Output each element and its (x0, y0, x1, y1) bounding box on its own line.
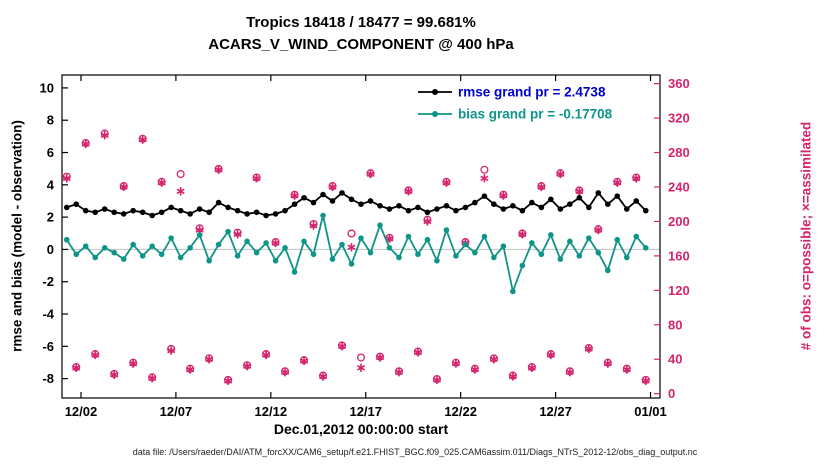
tick-label: 40 (668, 352, 682, 367)
tick-label: 120 (668, 283, 690, 298)
right-axis-label: # of obs: o=possible; ×=assimilated (798, 121, 814, 351)
tick-label: 12/17 (349, 404, 382, 419)
tick-label: 10 (40, 80, 54, 95)
tick-label: 160 (668, 248, 690, 263)
tick-label: 360 (668, 76, 690, 91)
x-axis-ticks: 12/02 12/07 12/12 12/17 12/22 12/27 01/01 (65, 75, 667, 419)
tick-label: 200 (668, 214, 690, 229)
tick-label: 240 (668, 179, 690, 194)
tick-label: 12/27 (539, 404, 572, 419)
left-axis-ticks: -8 -6 -4 -2 0 2 4 6 8 10 (40, 80, 68, 386)
tick-label: 2 (47, 210, 54, 225)
tick-label: 0 (668, 386, 675, 401)
legend-item-label: rmse grand pr = 2.4738 (458, 85, 606, 100)
plot-box (61, 74, 661, 399)
tick-label: 6 (47, 145, 54, 160)
chart-title: Tropics 18418 / 18477 = 99.681% (246, 14, 476, 31)
tick-label: -6 (42, 339, 54, 354)
chart-subtitle: ACARS_V_WIND_COMPONENT @ 400 hPa (208, 36, 514, 53)
tick-label: -8 (42, 371, 54, 386)
tick-label: 12/02 (65, 404, 98, 419)
tick-label: 12/22 (444, 404, 477, 419)
tick-label: 280 (668, 145, 690, 160)
obs-assimilated-markers (62, 131, 650, 385)
legend: rmse grand pr = 2.4738 bias grand pr = -0… (418, 85, 613, 122)
tick-label: 01/01 (634, 404, 667, 419)
bias-series (63, 212, 649, 295)
data-file-note: data file: /Users/raeder/DAI/ATM_forcXX/… (132, 447, 698, 457)
tick-label: -4 (42, 307, 54, 322)
tick-label: 320 (668, 111, 690, 126)
right-axis-ticks: 0 40 80 120 160 200 240 280 320 360 (654, 76, 690, 401)
tick-label: 4 (47, 177, 55, 192)
legend-item-label: bias grand pr = -0.17708 (458, 107, 613, 122)
tick-label: 12/12 (255, 404, 288, 419)
tick-label: 80 (668, 317, 682, 332)
tick-label: 8 (47, 113, 54, 128)
tick-label: 12/07 (160, 404, 193, 419)
tick-label: -2 (42, 274, 54, 289)
tick-label: 0 (47, 242, 54, 257)
x-axis-label: Dec.01,2012 00:00:00 start (273, 421, 449, 437)
left-axis-label: rmse and bias (model - observation) (9, 120, 25, 352)
rmse-series (63, 190, 649, 219)
